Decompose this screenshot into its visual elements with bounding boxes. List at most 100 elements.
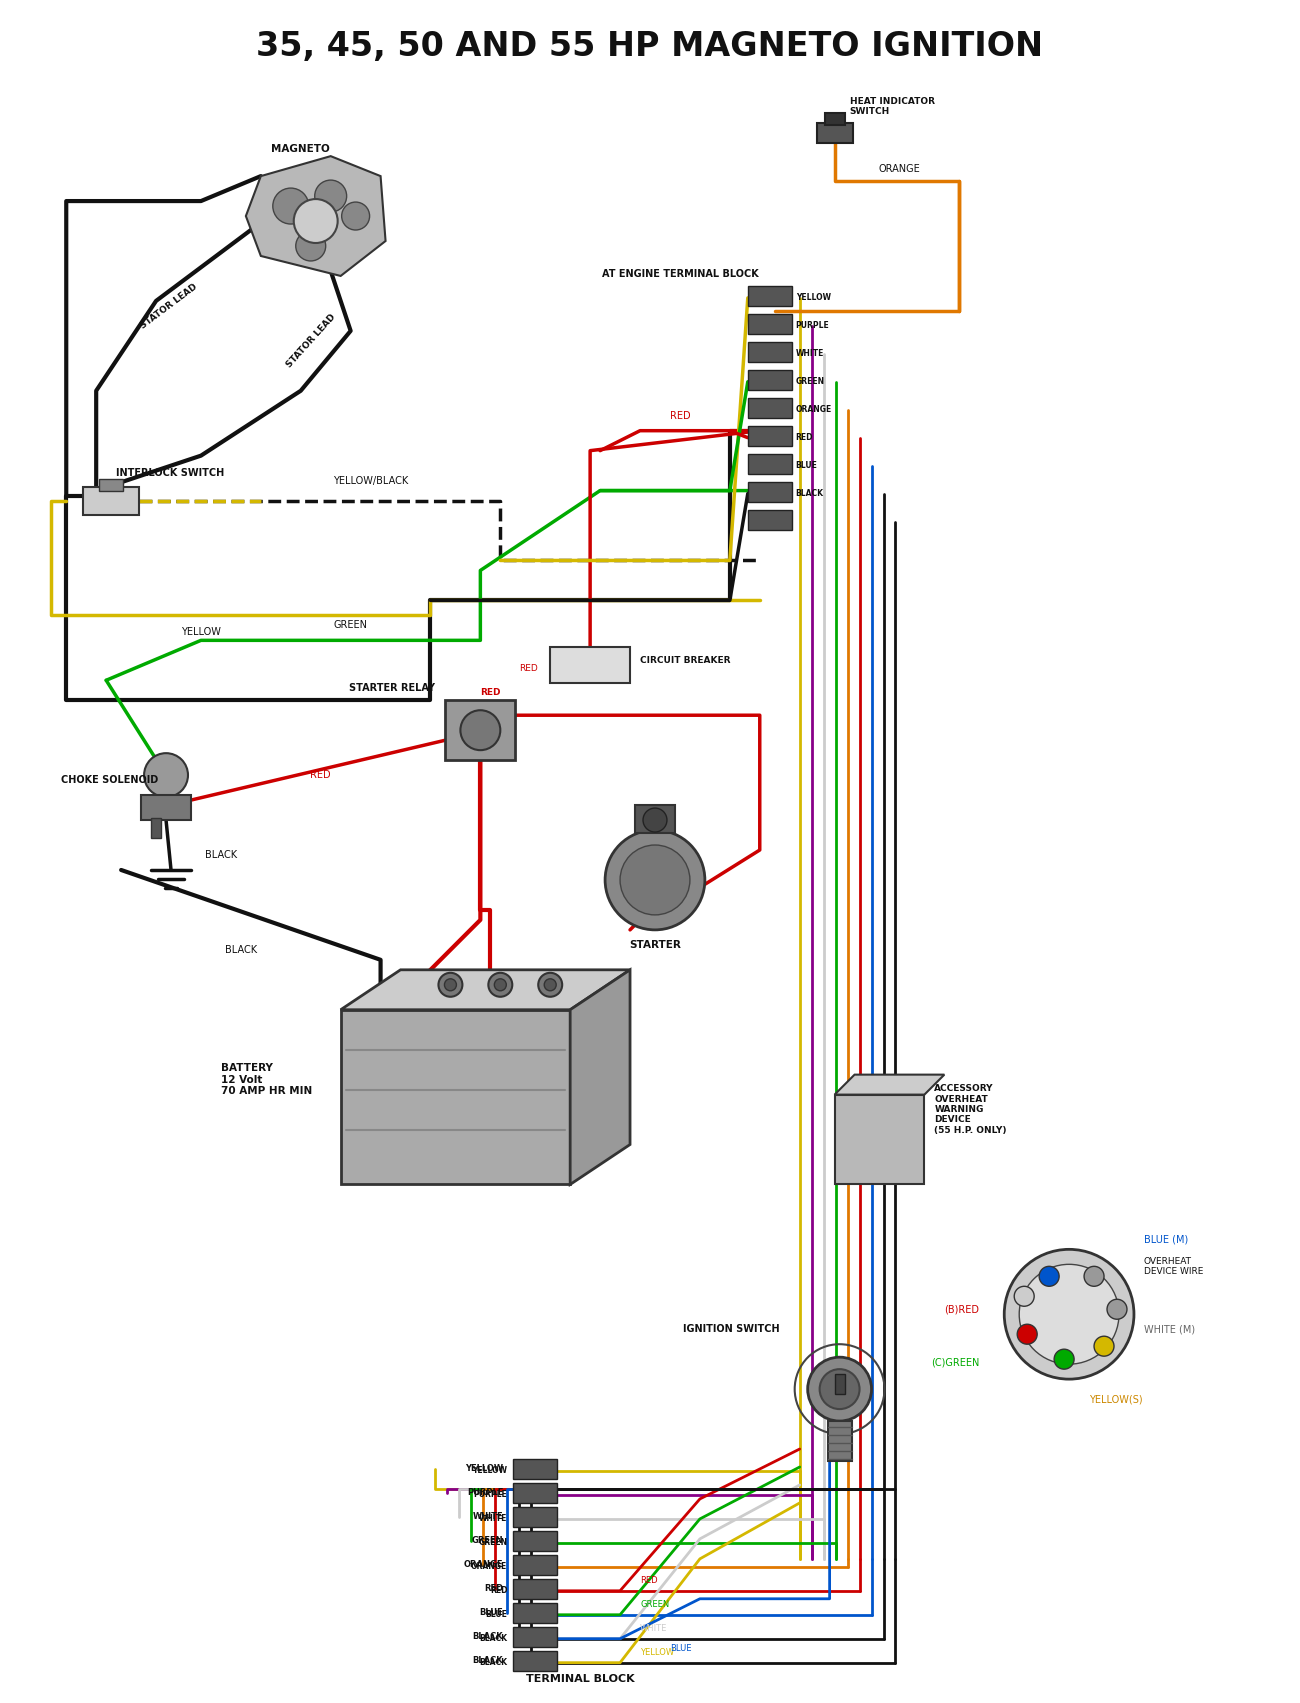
- Bar: [824, 112, 845, 126]
- Circle shape: [1108, 1299, 1127, 1320]
- Bar: [514, 1459, 558, 1478]
- Bar: [514, 1603, 558, 1623]
- Text: CHOKE SOLENOID: CHOKE SOLENOID: [61, 775, 159, 785]
- Text: BLACK: BLACK: [796, 489, 824, 497]
- Text: AT ENGINE TERMINAL BLOCK: AT ENGINE TERMINAL BLOCK: [602, 269, 758, 279]
- Bar: [514, 1579, 558, 1599]
- Bar: [514, 1555, 558, 1575]
- Text: RED: RED: [796, 433, 814, 443]
- Polygon shape: [341, 969, 630, 1010]
- Text: STATOR LEAD: STATOR LEAD: [139, 281, 199, 330]
- Text: INTERLOCK SWITCH: INTERLOCK SWITCH: [116, 468, 225, 477]
- Text: BLUE (M): BLUE (M): [1144, 1235, 1188, 1245]
- Bar: [828, 1420, 852, 1461]
- Polygon shape: [571, 969, 630, 1185]
- Circle shape: [604, 829, 705, 930]
- Bar: [514, 1650, 558, 1671]
- Bar: [514, 1531, 558, 1551]
- Text: ACCESSORY
OVERHEAT
WARNING
DEVICE
(55 H.P. ONLY): ACCESSORY OVERHEAT WARNING DEVICE (55 H.…: [935, 1085, 1008, 1134]
- Circle shape: [1019, 1264, 1119, 1364]
- Text: YELLOW: YELLOW: [181, 627, 221, 637]
- Text: RED: RED: [640, 1577, 658, 1585]
- Bar: [83, 487, 139, 514]
- Text: RED: RED: [480, 688, 500, 697]
- Bar: [835, 1095, 924, 1185]
- Bar: [816, 123, 853, 143]
- Text: STARTER RELAY: STARTER RELAY: [350, 683, 436, 693]
- Text: WHITE: WHITE: [796, 349, 824, 358]
- Bar: [446, 700, 515, 760]
- Text: BLACK: BLACK: [480, 1635, 507, 1643]
- Text: GREEN: GREEN: [478, 1538, 507, 1548]
- Text: YELLOW/BLACK: YELLOW/BLACK: [333, 475, 408, 485]
- Bar: [151, 817, 161, 838]
- Circle shape: [445, 979, 456, 991]
- Circle shape: [644, 807, 667, 833]
- Text: WHITE: WHITE: [473, 1512, 503, 1521]
- Text: BLUE: BLUE: [796, 462, 818, 470]
- Text: MAGNETO: MAGNETO: [272, 145, 330, 155]
- Bar: [747, 509, 792, 530]
- Circle shape: [807, 1357, 871, 1420]
- Text: BLUE: BLUE: [480, 1608, 503, 1618]
- Text: STATOR LEAD: STATOR LEAD: [285, 312, 337, 370]
- Text: TERMINAL BLOCK: TERMINAL BLOCK: [525, 1674, 634, 1684]
- Text: HEAT INDICATOR
SWITCH: HEAT INDICATOR SWITCH: [850, 97, 935, 116]
- Text: IGNITION SWITCH: IGNITION SWITCH: [682, 1325, 780, 1333]
- Text: ORANGE: ORANGE: [471, 1562, 507, 1572]
- Text: YELLOW: YELLOW: [640, 1649, 675, 1657]
- Bar: [550, 647, 630, 683]
- Circle shape: [494, 979, 506, 991]
- Circle shape: [1054, 1349, 1074, 1369]
- Bar: [835, 1374, 845, 1395]
- Text: WHITE: WHITE: [478, 1514, 507, 1524]
- Text: GREEN: GREEN: [334, 620, 368, 630]
- Text: BATTERY
12 Volt
70 AMP HR MIN: BATTERY 12 Volt 70 AMP HR MIN: [221, 1063, 312, 1097]
- Text: YELLOW: YELLOW: [465, 1465, 503, 1473]
- Text: WHITE (M): WHITE (M): [1144, 1325, 1195, 1333]
- Text: GREEN: GREEN: [472, 1536, 503, 1545]
- Text: ORANGE: ORANGE: [464, 1560, 503, 1570]
- Circle shape: [1017, 1325, 1037, 1344]
- Text: ORANGE: ORANGE: [796, 405, 832, 414]
- Bar: [514, 1483, 558, 1504]
- Polygon shape: [341, 1010, 571, 1185]
- Circle shape: [1095, 1337, 1114, 1356]
- Circle shape: [296, 232, 326, 261]
- Bar: [514, 1626, 558, 1647]
- Circle shape: [144, 753, 188, 797]
- Text: BLACK: BLACK: [225, 945, 257, 955]
- Circle shape: [438, 972, 463, 996]
- Text: BLACK: BLACK: [473, 1631, 503, 1642]
- Text: 35, 45, 50 AND 55 HP MAGNETO IGNITION: 35, 45, 50 AND 55 HP MAGNETO IGNITION: [256, 31, 1044, 63]
- Text: BLUE: BLUE: [670, 1643, 692, 1654]
- Bar: [634, 806, 675, 833]
- Polygon shape: [835, 1075, 944, 1095]
- Text: YELLOW: YELLOW: [472, 1466, 507, 1475]
- Text: (C)GREEN: (C)GREEN: [931, 1357, 979, 1368]
- Circle shape: [273, 187, 308, 225]
- Bar: [747, 399, 792, 417]
- Text: BLACK: BLACK: [205, 850, 237, 860]
- Bar: [747, 342, 792, 361]
- Text: PURPLE: PURPLE: [796, 322, 829, 330]
- Text: YELLOW: YELLOW: [796, 293, 831, 303]
- Circle shape: [538, 972, 562, 996]
- Circle shape: [460, 710, 500, 749]
- Circle shape: [1004, 1250, 1134, 1379]
- Bar: [747, 426, 792, 446]
- Text: (B)RED: (B)RED: [944, 1304, 979, 1315]
- Text: GREEN: GREEN: [796, 378, 824, 387]
- Text: RED: RED: [520, 664, 538, 673]
- Bar: [747, 286, 792, 307]
- Text: RED: RED: [490, 1585, 507, 1596]
- Circle shape: [545, 979, 556, 991]
- Circle shape: [489, 972, 512, 996]
- Text: RED: RED: [484, 1584, 503, 1594]
- Polygon shape: [246, 157, 386, 276]
- Circle shape: [315, 181, 347, 213]
- Circle shape: [342, 203, 369, 230]
- Bar: [99, 479, 124, 490]
- Circle shape: [1039, 1267, 1060, 1286]
- Text: BLACK: BLACK: [480, 1659, 507, 1667]
